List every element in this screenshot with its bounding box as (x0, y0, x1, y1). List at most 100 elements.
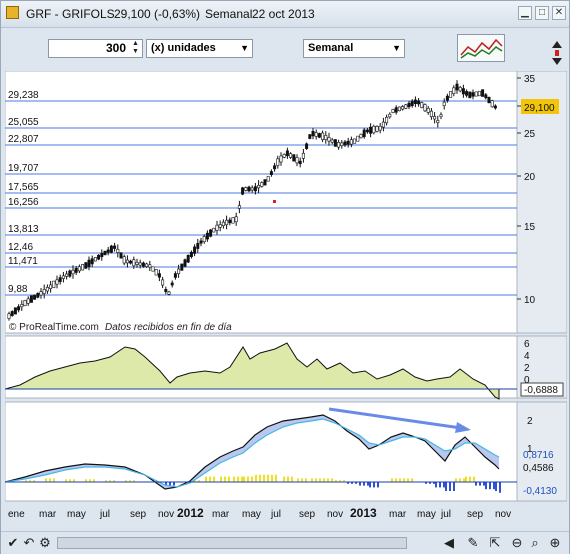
histogram-bar-down (453, 482, 455, 491)
candle-body (49, 284, 53, 289)
candle-body (343, 141, 347, 146)
candle-body (484, 94, 488, 99)
histogram-bar-up (49, 478, 51, 482)
arrow-left-icon[interactable]: ◀ (444, 535, 454, 550)
candle-body (333, 139, 337, 147)
minimize-button[interactable]: ▁ (518, 6, 532, 20)
histogram-bar-up (283, 476, 285, 482)
histogram-bar-up (233, 476, 235, 482)
title-period: Semanal (205, 7, 253, 21)
candle-body (314, 132, 318, 137)
histogram-bar-up (198, 480, 200, 482)
check-icon[interactable]: ✔ (7, 535, 19, 550)
candle-body (167, 291, 171, 295)
quantity-input[interactable]: 300 (48, 39, 143, 58)
zoom-out-icon[interactable]: ⊖ (511, 535, 523, 550)
histogram-bar-up (241, 476, 243, 482)
horizontal-scrollbar[interactable] (57, 537, 407, 549)
price-level-label: 11,471 (8, 256, 38, 267)
candle-body (452, 87, 456, 94)
histogram-bar-up (73, 479, 75, 482)
candle-body (436, 120, 440, 124)
histogram-bar-up (469, 476, 471, 482)
histogram-bar-down (433, 482, 435, 484)
candle-body (269, 171, 273, 175)
search-icon[interactable]: ⌕ (531, 535, 539, 550)
trend-arrow (328, 407, 462, 430)
histogram-bar-up (69, 479, 71, 482)
histogram-bar-up (343, 480, 345, 482)
candle-body (205, 232, 209, 240)
candle-body (106, 249, 110, 253)
candle-body (225, 219, 229, 226)
candle-body (170, 282, 174, 286)
units-select[interactable]: (x) unidades ▼ (146, 39, 253, 58)
quantity-stepper[interactable]: ▲ ▼ (132, 40, 139, 55)
histogram-bar-up (85, 479, 87, 482)
candle-body (449, 91, 453, 98)
histogram-bar-up (411, 478, 413, 482)
maximize-button[interactable]: □ (535, 6, 549, 20)
indicator2-value-1: 0,8716 (523, 450, 554, 461)
candle-body (404, 104, 408, 109)
histogram-bar-up (133, 480, 135, 482)
trend-arrow-head (455, 422, 471, 433)
histogram-bar-down (373, 482, 375, 488)
histogram-bar-up (465, 476, 467, 482)
histogram-bar-up (220, 476, 222, 482)
price-axis-tick-label: 10 (524, 295, 536, 306)
price-level-label: 22,807 (8, 134, 39, 145)
candle-body (327, 137, 331, 142)
histogram-bar-up (319, 478, 321, 482)
candle-body (372, 125, 376, 134)
histogram-bar-up (297, 478, 299, 482)
candle-body (74, 268, 78, 273)
histogram-bar-down (369, 482, 371, 488)
candle-body (20, 304, 24, 308)
candle-body (199, 240, 203, 244)
candle-body (394, 107, 398, 113)
histogram-bar-up (403, 478, 405, 482)
side-panel-button[interactable] (549, 38, 565, 68)
indicator1-value-box (520, 382, 564, 397)
indicator1-tick-label: 4 (524, 351, 530, 362)
candle-body (244, 187, 248, 191)
histogram-bar-down (377, 482, 379, 488)
candle-body (186, 255, 190, 263)
draw-icon[interactable]: ✎ (467, 535, 479, 550)
candle-body (39, 291, 43, 296)
indicator2-value-2: 0,4586 (523, 463, 554, 474)
candle-body (209, 229, 213, 237)
close-button[interactable]: ✕ (552, 6, 566, 20)
chart-type-button[interactable] (457, 34, 505, 62)
histogram-bar-down (475, 482, 477, 486)
title-date: 22 oct 2013 (252, 7, 315, 21)
chart-area[interactable]: 29,238 25,055 22,807 19,707 17,565 16,256 13,8… (5, 71, 567, 553)
candle-body (71, 269, 75, 275)
arrows-icon (552, 41, 562, 65)
undo-icon[interactable]: ↶ (23, 535, 35, 550)
candle-body (260, 182, 264, 187)
histogram-bar-up (109, 480, 111, 482)
candle-body (231, 217, 235, 224)
price-panel (5, 71, 518, 334)
price-axis-tick-label: 15 (524, 222, 536, 233)
time-axis-label: sep (130, 509, 147, 520)
histogram-bar-down (347, 482, 349, 484)
histogram-bar-down (493, 482, 495, 490)
histogram-bar-up (463, 478, 465, 482)
indicator1-tick-label: 0 (524, 375, 530, 386)
period-select[interactable]: Semanal ▼ (303, 39, 405, 58)
histogram-bar-down (495, 482, 497, 491)
histogram-bar-down (435, 482, 437, 488)
histogram-bar-up (255, 474, 257, 482)
price-level-label: 19,707 (8, 163, 39, 174)
time-axis-label: jul (440, 509, 451, 520)
time-axis-label: may (67, 509, 86, 520)
candle-body (125, 259, 129, 264)
settings-icon[interactable]: ⚙ (39, 535, 51, 550)
zoom-in-icon[interactable]: ⊕ (549, 535, 561, 550)
title-bar: GRF - GRIFOLS 29,100 (-0,63%) Semanal 22… (1, 1, 569, 28)
indicator2-value-3: -0,4130 (523, 486, 557, 497)
cursor-icon[interactable]: ⇱ (489, 535, 501, 550)
